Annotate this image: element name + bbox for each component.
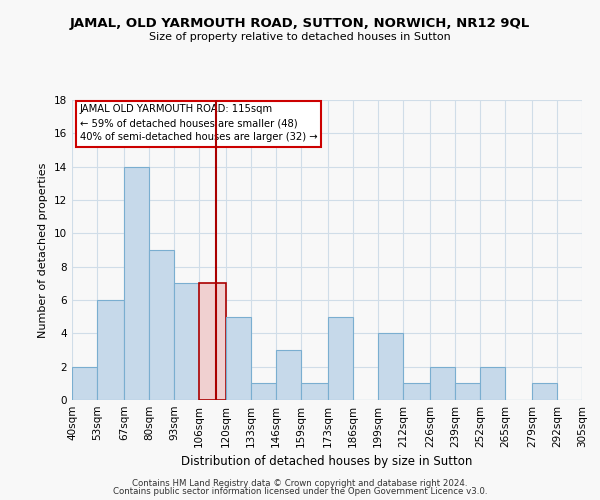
- Y-axis label: Number of detached properties: Number of detached properties: [38, 162, 49, 338]
- Bar: [455, 384, 480, 400]
- Bar: [174, 284, 199, 400]
- Text: Contains HM Land Registry data © Crown copyright and database right 2024.: Contains HM Land Registry data © Crown c…: [132, 478, 468, 488]
- X-axis label: Distribution of detached houses by size in Sutton: Distribution of detached houses by size …: [181, 456, 473, 468]
- Text: JAMAL, OLD YARMOUTH ROAD, SUTTON, NORWICH, NR12 9QL: JAMAL, OLD YARMOUTH ROAD, SUTTON, NORWIC…: [70, 18, 530, 30]
- Bar: [532, 384, 557, 400]
- Bar: [301, 384, 328, 400]
- Bar: [251, 384, 276, 400]
- Bar: [149, 250, 174, 400]
- Bar: [480, 366, 505, 400]
- Text: Size of property relative to detached houses in Sutton: Size of property relative to detached ho…: [149, 32, 451, 42]
- Bar: [378, 334, 403, 400]
- Bar: [582, 366, 600, 400]
- Bar: [276, 350, 301, 400]
- Bar: [403, 384, 430, 400]
- Bar: [124, 166, 149, 400]
- Text: JAMAL OLD YARMOUTH ROAD: 115sqm
← 59% of detached houses are smaller (48)
40% of: JAMAL OLD YARMOUTH ROAD: 115sqm ← 59% of…: [80, 104, 317, 142]
- Bar: [72, 366, 97, 400]
- Text: Contains public sector information licensed under the Open Government Licence v3: Contains public sector information licen…: [113, 487, 487, 496]
- Bar: [97, 300, 124, 400]
- Bar: [430, 366, 455, 400]
- Bar: [328, 316, 353, 400]
- Bar: [199, 284, 226, 400]
- Bar: [226, 316, 251, 400]
